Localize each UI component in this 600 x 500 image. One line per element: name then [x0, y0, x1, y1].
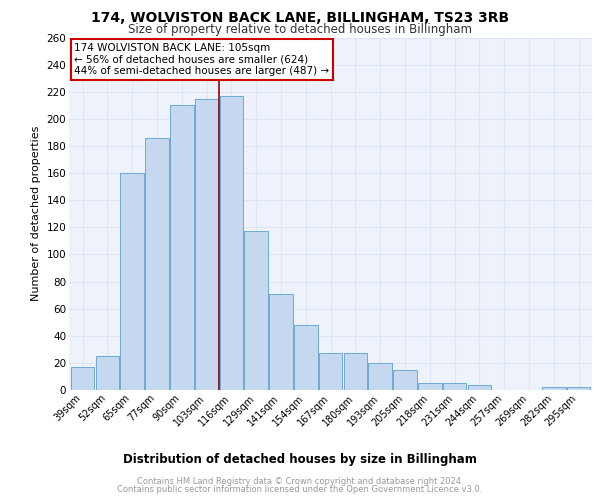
Bar [467, 384, 491, 390]
Bar [443, 383, 466, 390]
Bar [344, 354, 367, 390]
Text: Size of property relative to detached houses in Billingham: Size of property relative to detached ho… [128, 22, 472, 36]
Text: Contains public sector information licensed under the Open Government Licence v3: Contains public sector information licen… [118, 484, 482, 494]
Text: Contains HM Land Registry data © Crown copyright and database right 2024.: Contains HM Land Registry data © Crown c… [137, 477, 463, 486]
Bar [393, 370, 417, 390]
Bar [567, 388, 590, 390]
Bar [269, 294, 293, 390]
Text: 174 WOLVISTON BACK LANE: 105sqm
← 56% of detached houses are smaller (624)
44% o: 174 WOLVISTON BACK LANE: 105sqm ← 56% of… [74, 43, 329, 76]
Bar [195, 98, 218, 390]
Bar [542, 388, 566, 390]
Bar [95, 356, 119, 390]
Y-axis label: Number of detached properties: Number of detached properties [31, 126, 41, 302]
Bar [319, 354, 343, 390]
Bar [145, 138, 169, 390]
Bar [418, 383, 442, 390]
Bar [294, 325, 317, 390]
Bar [121, 173, 144, 390]
Bar [244, 232, 268, 390]
Text: 174, WOLVISTON BACK LANE, BILLINGHAM, TS23 3RB: 174, WOLVISTON BACK LANE, BILLINGHAM, TS… [91, 11, 509, 25]
Bar [71, 367, 94, 390]
Bar [170, 106, 194, 390]
Bar [368, 363, 392, 390]
Text: Distribution of detached houses by size in Billingham: Distribution of detached houses by size … [123, 454, 477, 466]
Bar [220, 96, 243, 390]
